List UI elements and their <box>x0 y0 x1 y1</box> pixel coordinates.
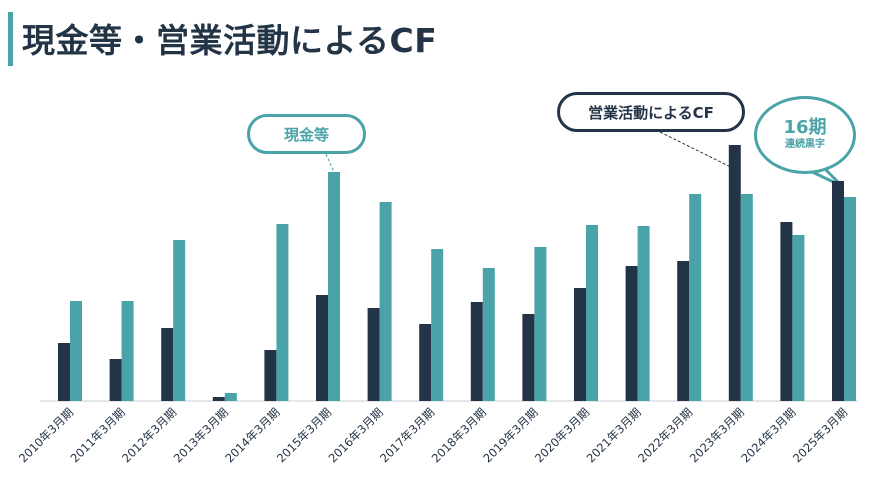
bar-cf-5 <box>316 295 328 401</box>
bar-cf-15 <box>832 181 844 401</box>
bar-cash-15 <box>844 197 856 401</box>
bar-cf-10 <box>574 288 586 401</box>
bar-cash-0 <box>70 301 82 401</box>
bar-cash-14 <box>792 235 805 401</box>
bar-cash-4 <box>276 224 289 401</box>
bar-cash-2 <box>173 240 186 401</box>
bar-cf-2 <box>161 328 174 401</box>
bar-cf-4 <box>264 350 277 401</box>
bar-cash-7 <box>431 249 444 401</box>
bar-cf-8 <box>470 302 483 401</box>
consecutive-profit-badge: 16期 連続黒字 <box>754 96 856 174</box>
bar-cf-3 <box>212 397 225 401</box>
bar-cf-6 <box>367 308 380 401</box>
cash-callout-connector <box>325 153 335 173</box>
cf-callout-connector <box>659 131 736 170</box>
bar-cash-12 <box>689 194 702 401</box>
x-tick-label: 2025年3月期 <box>790 405 850 465</box>
bar-cf-11 <box>625 266 638 401</box>
bar-cf-14 <box>780 222 793 401</box>
bar-cash-8 <box>482 268 495 401</box>
bar-cf-0 <box>58 343 70 401</box>
bar-cash-1 <box>121 301 134 401</box>
bar-cash-10 <box>586 225 598 401</box>
title-accent-bar <box>8 12 13 66</box>
bar-cf-7 <box>419 324 432 401</box>
cf-series-callout: 営業活動によるCF <box>557 92 745 132</box>
bar-cf-12 <box>677 261 690 401</box>
bar-cash-3 <box>224 393 237 401</box>
bar-cf-9 <box>522 314 535 401</box>
bar-cf-1 <box>109 359 122 401</box>
bar-cash-11 <box>637 226 650 401</box>
badge-main-text: 16期 <box>783 117 827 138</box>
bar-cf-13 <box>728 145 741 401</box>
bar-cash-9 <box>534 247 547 401</box>
badge-sub-text: 連続黒字 <box>785 139 825 150</box>
cash-series-callout: 現金等 <box>247 114 366 154</box>
bar-cash-13 <box>740 194 753 401</box>
page-title: 現金等・営業活動によるCF <box>22 21 438 60</box>
bar-cash-6 <box>379 202 392 401</box>
bar-cash-5 <box>328 172 340 401</box>
